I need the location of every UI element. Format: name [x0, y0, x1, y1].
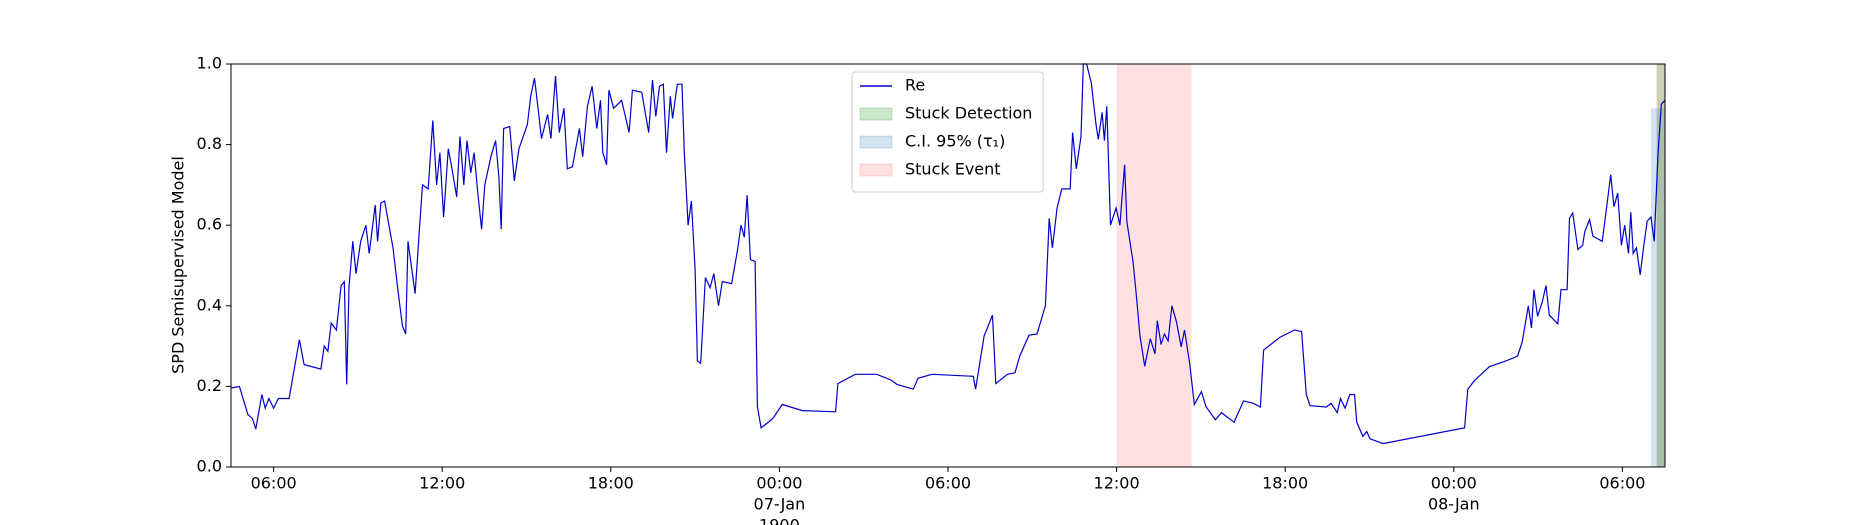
- x-tick-label: 07-Jan: [754, 495, 806, 514]
- y-tick-label: 0.4: [197, 295, 222, 314]
- x-tick-label: 00:00: [756, 474, 802, 493]
- x-tick-label: 18:00: [1262, 474, 1308, 493]
- x-tick-label: 12:00: [1094, 474, 1140, 493]
- legend-label: C.I. 95% (τ₁): [905, 132, 1005, 151]
- legend-patch: [859, 107, 893, 121]
- span: [1656, 64, 1665, 467]
- x-tick-label: 12:00: [419, 474, 465, 493]
- y-tick-label: 0.8: [197, 134, 222, 153]
- y-tick-label: 0.0: [197, 457, 222, 476]
- y-tick-label: 0.2: [197, 376, 222, 395]
- legend-patch: [859, 163, 893, 177]
- legend-box: [851, 71, 1044, 193]
- legend-label: Stuck Event: [905, 160, 1001, 179]
- y-tick-label: 1.0: [197, 54, 222, 73]
- legend-label: Re: [905, 76, 925, 95]
- legend-label: Stuck Detection: [905, 104, 1032, 123]
- x-tick-label: 06:00: [251, 474, 297, 493]
- span: [1650, 108, 1665, 467]
- legend-patch: [859, 135, 893, 149]
- span: [1116, 64, 1192, 467]
- span: [1657, 64, 1665, 467]
- line: [230, 63, 1666, 445]
- x-tick-label: 06:00: [1599, 474, 1645, 493]
- x-tick-label: 1900: [759, 516, 800, 525]
- y-axis-label: SPD Semisupervised Model: [169, 156, 188, 374]
- x-tick-label: 08-Jan: [1428, 495, 1480, 514]
- x-tick-label: 06:00: [925, 474, 971, 493]
- y-tick-label: 0.6: [197, 215, 222, 234]
- x-tick-label: 00:00: [1431, 474, 1477, 493]
- x-tick-label: 18:00: [588, 474, 634, 493]
